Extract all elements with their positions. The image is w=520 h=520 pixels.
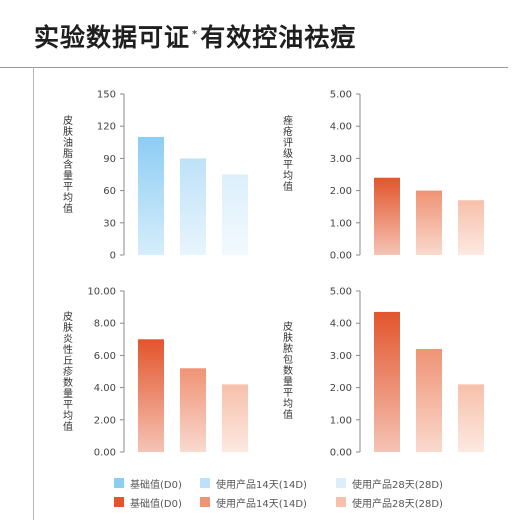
bar: 使用产品28天(28D): 1.7	[458, 200, 484, 255]
bar: 使用产品14天(14D): 2	[416, 190, 442, 255]
y-tick-label: 5.00	[330, 287, 352, 298]
chart-oil-content: 0 30 60 90 120 150 基础值(D0): 110 使用产品14天(14D): 9…	[97, 90, 248, 262]
bar: 基础值(D0): 7	[138, 339, 164, 452]
chart-pustule-count: 0.00 1.00 2.00 3.00 4.00 5.00 基础值(D0): 4.35 使用产…	[330, 287, 484, 459]
y-tick-label: 3.00	[330, 154, 352, 165]
bar: 基础值(D0): 4.35	[374, 311, 400, 452]
title-divider	[0, 67, 508, 68]
legend-label: 使用产品14天(14D)	[216, 498, 307, 510]
y-tick-label: 30	[103, 218, 116, 229]
legend-item: 使用产品14天(14D)	[200, 475, 307, 491]
y-tick-label: 5.00	[330, 90, 352, 101]
legend-swatch	[114, 478, 124, 488]
legend-swatch	[114, 497, 124, 507]
y-tick-label: 4.00	[94, 383, 116, 394]
y-tick-label: 4.00	[330, 122, 352, 133]
chart-papule-count: 0.00 2.00 4.00 6.00 8.00 10.00 基础值(D0): 7 使用产品1…	[87, 287, 248, 459]
legend-swatch	[200, 497, 210, 507]
bar: 使用产品28天(28D): 2.1	[458, 384, 484, 452]
legend-label: 基础值(D0)	[130, 479, 182, 491]
bar: 基础值(D0): 110	[138, 136, 164, 255]
legend-item: 使用产品14天(14D)	[200, 494, 307, 510]
ylabel-acne-grade: 痤疮评级平均值	[283, 116, 293, 193]
y-tick-label: 120	[97, 122, 116, 133]
legend-swatch	[336, 497, 346, 507]
y-tick-label: 4.00	[330, 319, 352, 330]
bar: 基础值(D0): 2.4	[374, 177, 400, 255]
legend-label: 使用产品28天(28D)	[352, 479, 443, 491]
y-tick-label: 60	[103, 186, 116, 197]
left-divider	[33, 67, 34, 520]
y-tick-label: 90	[103, 154, 116, 165]
legend-blue: 基础值(D0) 使用产品14天(14D) 使用产品28天(28D)	[114, 475, 494, 491]
bar: 使用产品14天(14D): 3.2	[416, 348, 442, 452]
bar: 使用产品14天(14D): 5.2	[180, 368, 206, 452]
y-tick-label: 0.00	[330, 251, 352, 262]
chart-acne-grade: 0.00 1.00 2.00 3.00 4.00 5.00 基础值(D0): 2.4 使用产品…	[330, 90, 484, 262]
legend-item: 使用产品28天(28D)	[336, 475, 443, 491]
y-tick-label: 0.00	[94, 448, 116, 459]
y-tick-label: 8.00	[94, 319, 116, 330]
y-tick-label: 1.00	[330, 218, 352, 229]
legend-item: 使用产品28天(28D)	[336, 494, 443, 510]
ylabel-pustule-count: 皮肤脓包数量平均值	[283, 322, 293, 421]
legend-swatch	[200, 478, 210, 488]
y-tick-label: 0.00	[330, 448, 352, 459]
y-tick-label: 3.00	[330, 351, 352, 362]
y-tick-label: 150	[97, 90, 116, 101]
y-tick-label: 2.00	[94, 415, 116, 426]
y-tick-label: 2.00	[330, 383, 352, 394]
y-tick-label: 6.00	[94, 351, 116, 362]
y-tick-label: 10.00	[87, 287, 116, 298]
ylabel-oil-content: 皮肤油脂含量平均值	[63, 116, 73, 215]
title-main: 实验数据可证	[34, 23, 191, 52]
bar: 使用产品14天(14D): 90	[180, 158, 206, 255]
page-title: 实验数据可证 *有效控油祛痘	[34, 18, 356, 54]
legend-item: 基础值(D0)	[114, 475, 182, 491]
bar: 使用产品28天(28D): 4.2	[222, 384, 248, 452]
y-tick-label: 0	[110, 251, 116, 262]
legend-orange: 基础值(D0) 使用产品14天(14D) 使用产品28天(28D)	[114, 494, 494, 510]
legend-swatch	[336, 478, 346, 488]
ylabel-papule-count: 皮肤炎性丘疹数量平均值	[63, 312, 73, 433]
legend-label: 基础值(D0)	[130, 498, 182, 510]
legend-label: 使用产品28天(28D)	[352, 498, 443, 510]
legend-label: 使用产品14天(14D)	[216, 479, 307, 491]
y-tick-label: 2.00	[330, 186, 352, 197]
title-sub: 有效控油祛痘	[200, 23, 357, 52]
y-tick-label: 1.00	[330, 415, 352, 426]
legend-item: 基础值(D0)	[114, 494, 182, 510]
bar: 使用产品28天(28D): 75	[222, 174, 248, 255]
title-footnote-mark: *	[192, 28, 199, 40]
